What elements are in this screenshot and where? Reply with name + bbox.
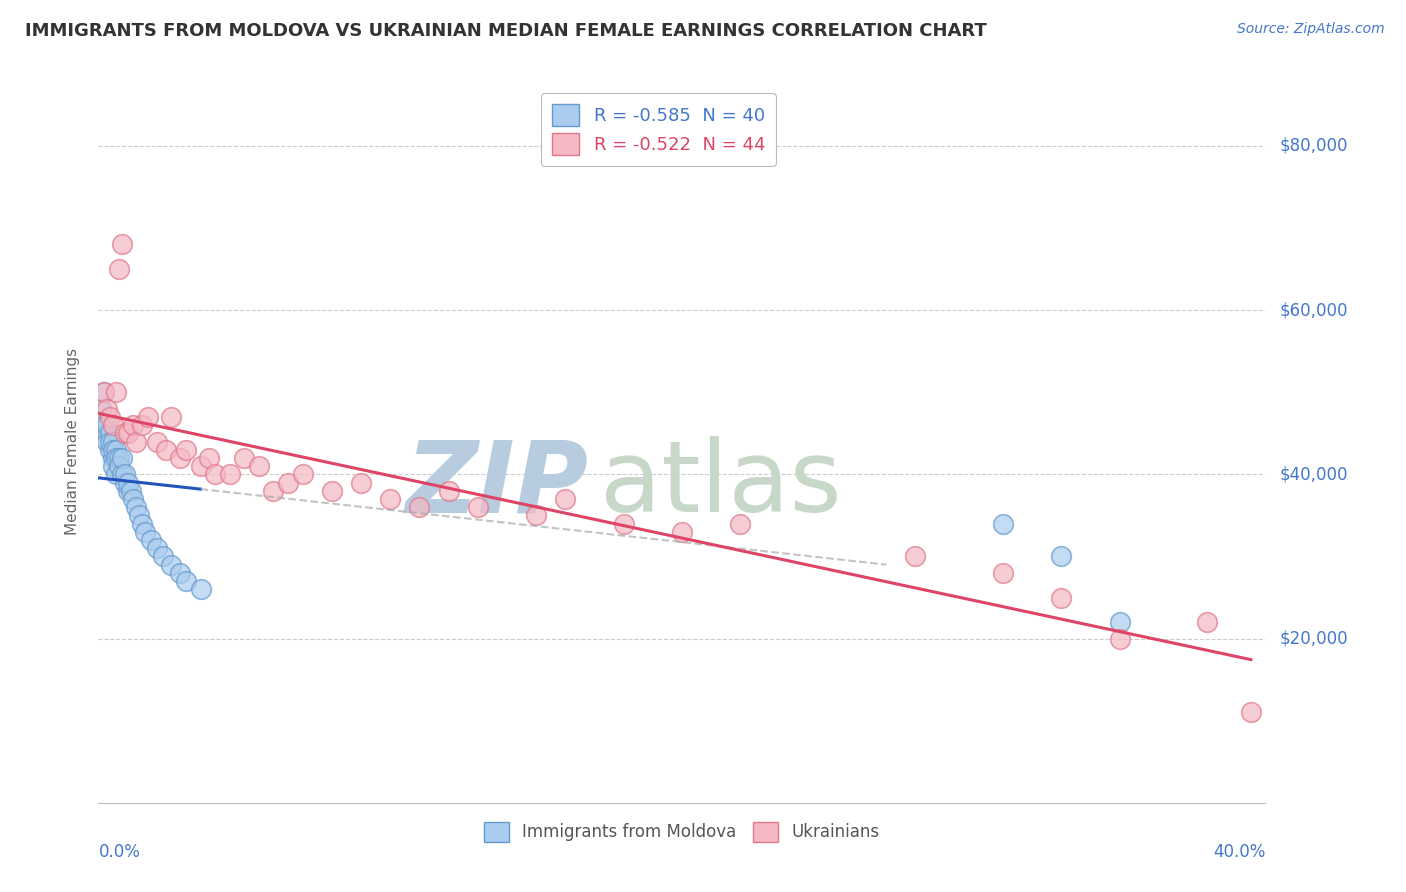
- Point: [204, 467, 226, 482]
- Point: [101, 450, 124, 465]
- Point: [198, 450, 221, 465]
- Point: [160, 558, 183, 572]
- Point: [136, 409, 159, 424]
- Text: Source: ZipAtlas.com: Source: ZipAtlas.com: [1237, 22, 1385, 37]
- Point: [98, 442, 121, 457]
- Point: [169, 450, 191, 465]
- Point: [1240, 706, 1263, 720]
- Point: [96, 426, 118, 441]
- Point: [146, 434, 169, 449]
- Point: [104, 467, 127, 482]
- Point: [152, 549, 174, 564]
- Point: [98, 409, 121, 424]
- Point: [146, 541, 169, 556]
- Point: [612, 516, 634, 531]
- Point: [262, 483, 284, 498]
- Point: [114, 467, 136, 482]
- Point: [1050, 549, 1073, 564]
- Point: [218, 467, 240, 482]
- Point: [174, 574, 197, 588]
- Point: [120, 483, 142, 498]
- Point: [991, 516, 1014, 531]
- Point: [98, 426, 121, 441]
- Point: [247, 459, 270, 474]
- Point: [139, 533, 162, 547]
- Point: [131, 516, 153, 531]
- Point: [524, 508, 547, 523]
- Point: [131, 418, 153, 433]
- Point: [1108, 615, 1130, 630]
- Text: ZIP: ZIP: [405, 436, 589, 533]
- Text: $40,000: $40,000: [1279, 466, 1348, 483]
- Point: [98, 434, 121, 449]
- Point: [93, 385, 115, 400]
- Text: $60,000: $60,000: [1279, 301, 1348, 319]
- Point: [291, 467, 314, 482]
- Point: [101, 434, 124, 449]
- Text: IMMIGRANTS FROM MOLDOVA VS UKRAINIAN MEDIAN FEMALE EARNINGS CORRELATION CHART: IMMIGRANTS FROM MOLDOVA VS UKRAINIAN MED…: [25, 22, 987, 40]
- Point: [122, 418, 145, 433]
- Point: [101, 442, 124, 457]
- Point: [90, 401, 112, 416]
- Point: [108, 450, 131, 465]
- Point: [96, 434, 118, 449]
- Point: [1050, 591, 1073, 605]
- Point: [108, 262, 131, 277]
- Point: [174, 442, 197, 457]
- Point: [117, 475, 139, 490]
- Point: [117, 426, 139, 441]
- Point: [1195, 615, 1218, 630]
- Point: [321, 483, 343, 498]
- Point: [277, 475, 299, 490]
- Point: [104, 442, 127, 457]
- Point: [111, 467, 134, 482]
- Point: [101, 418, 124, 433]
- Text: $80,000: $80,000: [1279, 137, 1348, 155]
- Text: 0.0%: 0.0%: [98, 843, 141, 861]
- Point: [408, 500, 430, 515]
- Point: [190, 459, 212, 474]
- Point: [96, 401, 118, 416]
- Point: [134, 524, 156, 539]
- Point: [104, 385, 127, 400]
- Point: [467, 500, 489, 515]
- Point: [125, 434, 148, 449]
- Text: atlas: atlas: [600, 436, 842, 533]
- Point: [350, 475, 373, 490]
- Point: [554, 491, 576, 506]
- Point: [155, 442, 177, 457]
- Legend: Immigrants from Moldova, Ukrainians: Immigrants from Moldova, Ukrainians: [478, 815, 886, 848]
- Point: [233, 450, 256, 465]
- Point: [108, 459, 131, 474]
- Point: [904, 549, 927, 564]
- Point: [671, 524, 693, 539]
- Point: [114, 475, 136, 490]
- Point: [104, 450, 127, 465]
- Y-axis label: Median Female Earnings: Median Female Earnings: [65, 348, 80, 535]
- Point: [730, 516, 752, 531]
- Point: [96, 418, 118, 433]
- Point: [1108, 632, 1130, 646]
- Point: [380, 491, 402, 506]
- Point: [160, 409, 183, 424]
- Point: [111, 237, 134, 252]
- Point: [122, 491, 145, 506]
- Point: [128, 508, 150, 523]
- Point: [117, 483, 139, 498]
- Point: [93, 385, 115, 400]
- Point: [125, 500, 148, 515]
- Point: [169, 566, 191, 580]
- Text: $20,000: $20,000: [1279, 630, 1348, 648]
- Point: [101, 459, 124, 474]
- Point: [111, 450, 134, 465]
- Point: [991, 566, 1014, 580]
- Point: [114, 426, 136, 441]
- Point: [190, 582, 212, 597]
- Point: [93, 418, 115, 433]
- Text: 40.0%: 40.0%: [1213, 843, 1265, 861]
- Point: [437, 483, 460, 498]
